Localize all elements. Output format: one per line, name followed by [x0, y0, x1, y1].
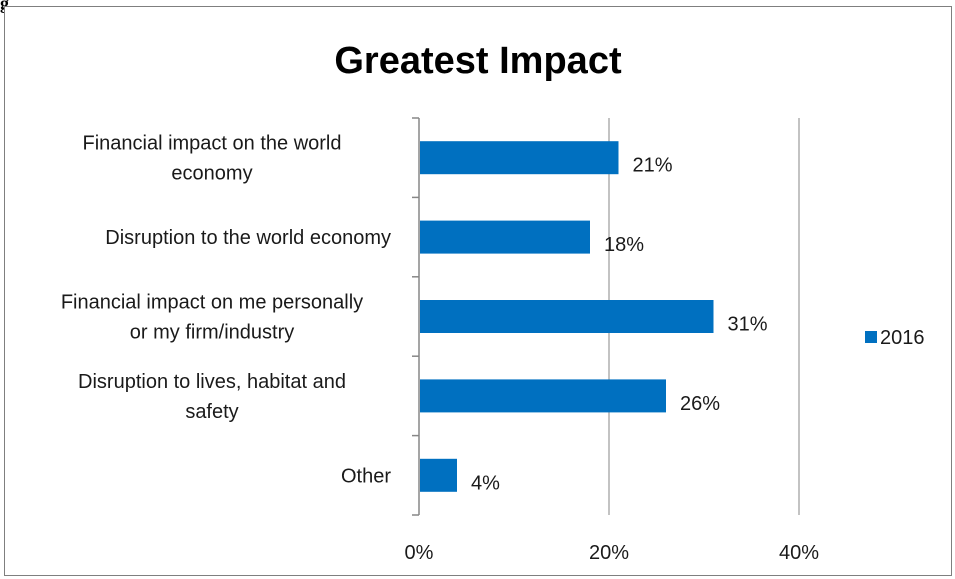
- x-tick-label: 0%: [405, 542, 434, 564]
- x-tick-label: 40%: [779, 542, 819, 564]
- bars: [420, 141, 714, 492]
- data-label: 26%: [680, 393, 720, 415]
- category-label: Disruption to the world economy: [105, 227, 391, 249]
- data-label: 4%: [471, 472, 500, 494]
- category-label: Financial impact on the world: [82, 133, 341, 155]
- category-label: economy: [171, 163, 252, 185]
- bar: [420, 379, 666, 413]
- labels: 0% 20% 40% 21% Financial impact on the world…: [61, 133, 819, 564]
- data-label: 31%: [728, 314, 768, 336]
- x-tick-label: 20%: [589, 542, 629, 564]
- bar: [420, 141, 619, 175]
- bar: [420, 458, 457, 492]
- category-label: safety: [185, 401, 238, 423]
- chart-frame: [4, 6, 952, 576]
- data-label: 18%: [604, 234, 644, 256]
- category-label: Other: [341, 465, 391, 487]
- data-label: 21%: [633, 155, 673, 177]
- bar: [420, 220, 590, 254]
- legend-label: 2016: [880, 327, 925, 349]
- category-label: Disruption to lives, habitat and: [78, 371, 346, 393]
- category-label: or my firm/industry: [130, 322, 294, 344]
- axes: [412, 117, 420, 516]
- bar: [420, 300, 714, 333]
- legend: 2016: [865, 327, 925, 349]
- chart-title: Greatest Impact: [334, 40, 622, 82]
- legend-swatch: [865, 331, 877, 343]
- category-label: Financial impact on me personally: [61, 292, 363, 314]
